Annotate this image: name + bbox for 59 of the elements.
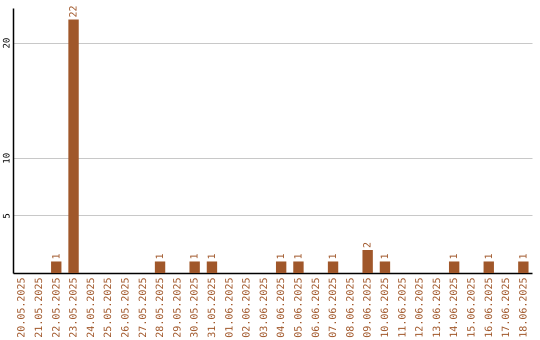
data-label: 1 [484, 253, 495, 260]
bar [51, 261, 62, 273]
x-tick-label: 28.05.2025 [155, 278, 166, 338]
x-tick-label: 02.06.2025 [242, 278, 253, 338]
bar [154, 261, 166, 273]
data-label: 22 [68, 5, 80, 18]
x-tick-label: 06.06.2025 [310, 278, 322, 338]
x-tick-label: 31.05.2025 [206, 278, 218, 338]
x-tick-label: 20.05.2025 [16, 278, 28, 338]
x-tick-label: 03.06.2025 [258, 278, 270, 338]
x-tick-label: 30.05.2025 [190, 278, 201, 338]
bar [518, 261, 529, 273]
data-label: 1 [293, 253, 304, 260]
x-tick-label: 05.06.2025 [293, 278, 304, 338]
x-tick-label: 04.06.2025 [276, 278, 288, 338]
data-label: 1 [380, 253, 391, 260]
bar [484, 261, 494, 273]
bar [189, 261, 200, 273]
x-tick-label: 14.06.2025 [449, 278, 460, 338]
bar [328, 261, 338, 273]
x-tick-label: 27.05.2025 [138, 278, 149, 338]
x-tick-label: 21.05.2025 [34, 278, 45, 338]
bar [206, 261, 218, 273]
x-tick-label: 07.06.2025 [328, 278, 340, 338]
x-tick-label: 10.06.2025 [380, 278, 391, 338]
x-tick-label: 11.06.2025 [397, 278, 408, 338]
data-label: 1 [449, 253, 460, 260]
x-tick-label: 08.06.2025 [345, 278, 356, 338]
y-tick-label: 10 [2, 152, 12, 164]
x-tick-label: 13.06.2025 [432, 278, 443, 338]
y-tick-label: 20 [2, 38, 12, 48]
data-label: 1 [206, 253, 218, 260]
x-tick-label: 25.05.2025 [103, 278, 114, 338]
x-tick-label: 15.06.2025 [466, 278, 478, 338]
x-tick-label: 09.06.2025 [362, 278, 374, 338]
data-label: 1 [276, 253, 288, 260]
data-label: 2 [362, 242, 374, 248]
data-label: 1 [51, 253, 62, 260]
x-tick-label: 01.06.2025 [224, 278, 236, 338]
x-tick-label: 12.06.2025 [414, 278, 426, 338]
data-label: 1 [518, 253, 530, 260]
x-tick-label: 26.05.2025 [120, 278, 132, 338]
bar [68, 20, 79, 273]
bar [380, 261, 390, 273]
x-tick-label: 18.06.2025 [518, 278, 530, 338]
bar [276, 261, 286, 273]
x-tick-label: 24.05.2025 [86, 278, 97, 338]
y-tick-label: 5 [2, 213, 12, 219]
x-tick-label: 22.05.2025 [51, 278, 62, 338]
bar [448, 261, 460, 273]
bar [362, 250, 373, 273]
x-tick-label: 29.05.2025 [172, 278, 184, 338]
data-label: 1 [328, 253, 340, 260]
x-tick-label: 16.06.2025 [484, 278, 495, 338]
data-label: 1 [155, 253, 166, 260]
x-tick-label: 23.05.2025 [68, 278, 80, 338]
bar [293, 261, 304, 273]
x-tick-label: 17.06.2025 [501, 278, 512, 338]
data-label: 1 [190, 253, 201, 260]
